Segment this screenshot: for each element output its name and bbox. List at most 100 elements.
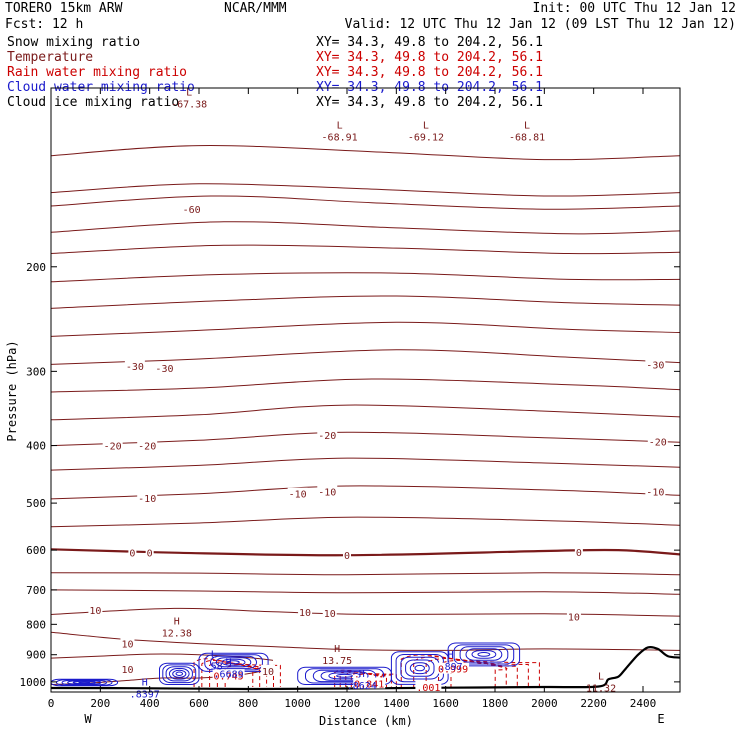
temperature-contour-3	[51, 221, 680, 235]
cloud-contour-1-2	[165, 666, 193, 682]
x-tick-label-0: 0	[48, 697, 55, 710]
extremum-value-3: -68.81	[509, 132, 545, 143]
y-tick-label-0: 200	[26, 261, 46, 274]
x-tick-label-11: 2200	[580, 697, 607, 710]
axes: 0 200 400 600 800 1000 1200 1400 1600 1800 2000 220…	[20, 88, 680, 710]
cloud-contour-4-2	[400, 656, 440, 680]
temperature-contour-0	[51, 145, 680, 161]
contour-label-bg-26	[415, 680, 442, 692]
contour-label-bg-4	[102, 439, 123, 451]
contour-label-bg-12	[128, 546, 137, 558]
extremum-letter-10: H	[359, 669, 365, 680]
temperature-contour-17	[51, 589, 680, 595]
center-label: NCAR/MMM	[224, 1, 287, 16]
extremum-value-0: -67.38	[171, 100, 207, 111]
temperature-contour-1	[51, 183, 680, 197]
cloud-contour-1-0	[159, 662, 200, 686]
x-tick-label-12: 2400	[630, 697, 657, 710]
contour-label-4: -20	[104, 442, 122, 453]
contour-label-bg-16	[88, 604, 103, 616]
temperature-contour-4	[51, 244, 680, 255]
contour-label-0: -60	[183, 205, 201, 216]
contour-label-12: 0	[129, 549, 135, 560]
y-tick-label-6: 800	[26, 618, 46, 631]
field-name-cloud-ice: Cloud ice mixing ratio	[7, 95, 180, 110]
contour-labels: -60 -30 -30 -30 -20 -20 -20 -20 -10 -10 -10 -10 0 0 0 0…	[88, 203, 668, 694]
rain-contour-0-0	[193, 658, 281, 687]
extremum-value-2: -69.12	[408, 132, 444, 143]
y-tick-label-2: 400	[26, 440, 46, 453]
forecast-hour: Fcst: 12 h	[5, 17, 84, 32]
init-time: Init: 00 UTC Thu 12 Jan 12	[532, 1, 737, 16]
temperature-contour-5	[51, 272, 680, 283]
contour-label-23: 0.745	[214, 671, 244, 682]
cloud-contour-5-3	[465, 648, 503, 661]
cloud-contour-5-5	[477, 652, 491, 657]
contour-label-bg-0	[181, 203, 202, 215]
contour-label-6: -20	[318, 431, 336, 442]
x-tick-label-5: 1000	[284, 697, 311, 710]
extremum-value-4: 12.38	[162, 628, 192, 639]
field-name-temperature: Temperature	[7, 50, 94, 65]
contour-label-bg-13	[145, 546, 154, 558]
extremum-letter-11: H	[448, 650, 454, 661]
contour-label-bg-15	[574, 545, 583, 557]
contour-label-bg-18	[322, 606, 337, 618]
y-tick-label-7: 900	[26, 649, 46, 662]
cloud-contour-5-1	[453, 644, 515, 665]
x-axis-label: Distance (km)	[319, 714, 413, 728]
cloud-contour-3-3	[320, 671, 369, 681]
temperature-contour-6	[51, 295, 680, 309]
contour-label-bg-22	[261, 664, 276, 676]
valid-time: Valid: 12 UTC Thu 12 Jan 12 (09 LST Thu …	[344, 17, 736, 32]
extremum-letter-7: L	[211, 650, 217, 661]
contour-label-bg-8	[137, 491, 158, 503]
temperature-contour-2	[51, 195, 680, 210]
contour-label-20: 10	[121, 640, 133, 651]
y-axis-label: Pressure (hPa)	[5, 340, 19, 441]
x-tick-label-10: 2000	[531, 697, 558, 710]
temperature-contour-18	[51, 607, 680, 617]
contour-label-13: 0	[147, 549, 153, 560]
temperature-contour-15	[51, 548, 680, 557]
x-tick-label-2: 400	[140, 697, 160, 710]
cloud-contour-3-4	[328, 672, 361, 680]
extremum-letter-8: H	[226, 657, 232, 668]
contour-label-26: .001	[416, 683, 440, 694]
rain-contour-1-0	[334, 669, 397, 687]
x-tick-label-7: 1400	[383, 697, 410, 710]
extremum-letter-1: L	[337, 120, 343, 131]
extremum-letter-4: H	[174, 616, 180, 627]
cloud-contour-2-3	[215, 657, 252, 668]
extremum-letter-9: H	[142, 678, 148, 689]
x-tick-label-4: 800	[238, 697, 258, 710]
contour-label-10: -10	[318, 488, 336, 499]
cloud-contour-1-3	[168, 668, 190, 680]
temperature-contour-8	[51, 349, 680, 365]
cloud-contour-3-2	[312, 669, 377, 683]
x-end-right: E	[657, 712, 664, 726]
contour-label-19: 10	[568, 612, 580, 623]
extremum-value-8: .6689	[214, 669, 244, 680]
x-end-left: W	[84, 712, 92, 726]
cloud-contour-1-4	[172, 669, 187, 678]
x-tick-label-8: 1600	[432, 697, 459, 710]
cloud-contour-5-2	[459, 646, 509, 663]
extremum-value-7: .58	[205, 662, 223, 673]
x-tick-label-6: 1200	[334, 697, 361, 710]
contour-label-14: 0	[344, 551, 350, 562]
y-tick-label-3: 500	[26, 497, 46, 510]
contour-label-2: -30	[155, 364, 173, 375]
y-tick-label-5: 700	[26, 584, 46, 597]
contour-label-bg-6	[317, 429, 338, 441]
cloud-contour-4-5	[414, 664, 425, 672]
extremum-letter-6: L	[598, 671, 604, 682]
extremum-letter-0: L	[186, 88, 192, 99]
y-tick-label-8: 1000	[20, 676, 47, 689]
field-xy-cloud-ice: XY= 34.3, 49.8 to 204.2, 56.1	[316, 95, 543, 110]
contour-label-5: -20	[138, 442, 156, 453]
extremum-value-5: 13.75	[322, 656, 352, 667]
cloud-contour-4-4	[409, 662, 430, 675]
contour-label-bg-23	[212, 669, 245, 681]
